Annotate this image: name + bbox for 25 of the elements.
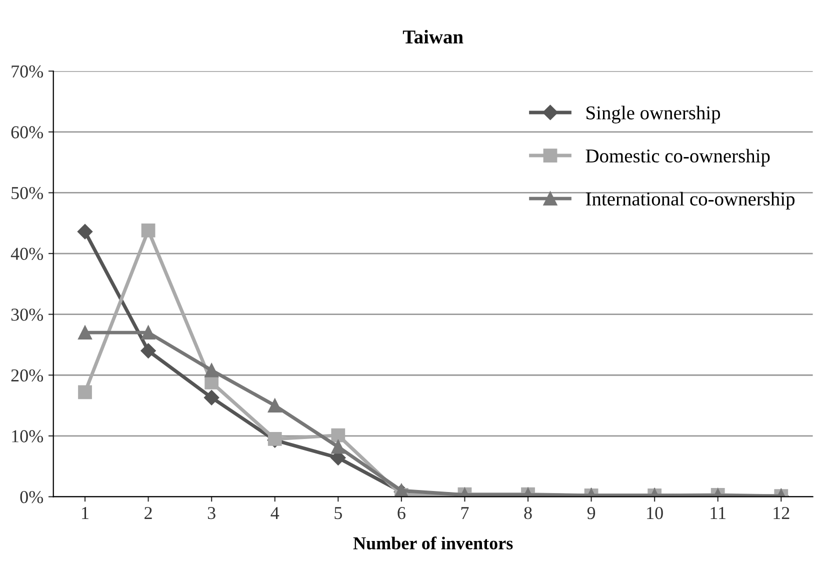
chart-title: Taiwan [402, 30, 464, 44]
x-tick-label: 1 [82, 507, 88, 519]
x-axis-title: Number of inventors [353, 536, 513, 550]
x-tick-label: 9 [587, 507, 596, 520]
x-tick-label: 12 [774, 507, 790, 519]
legend-label: Single ownership [586, 106, 720, 124]
x-tick-label: 11 [710, 507, 726, 519]
y-tick-label: 60% [11, 126, 44, 138]
x-tick-label: 6 [398, 507, 406, 520]
y-tick-label: 30% [11, 308, 44, 321]
legend-label: Domestic co-ownership [586, 148, 770, 166]
x-tick-label: 5 [334, 507, 342, 520]
x-tick-label: 10 [647, 506, 663, 520]
y-tick-label: 50% [12, 186, 44, 200]
y-tick-label: 20% [11, 369, 44, 382]
y-tick-label: 70% [12, 65, 44, 78]
y-tick-label: 0% [20, 490, 44, 504]
x-tick-label: 4 [270, 507, 280, 519]
x-tick-label: 2 [144, 507, 152, 519]
legend-label: International co-ownership [586, 192, 795, 210]
x-tick-label: 8 [524, 506, 532, 520]
x-tick-label: 7 [461, 507, 469, 519]
x-tick-label: 3 [208, 507, 216, 520]
y-tick-label: 10% [12, 430, 44, 442]
y-tick-label: 40% [10, 248, 44, 260]
